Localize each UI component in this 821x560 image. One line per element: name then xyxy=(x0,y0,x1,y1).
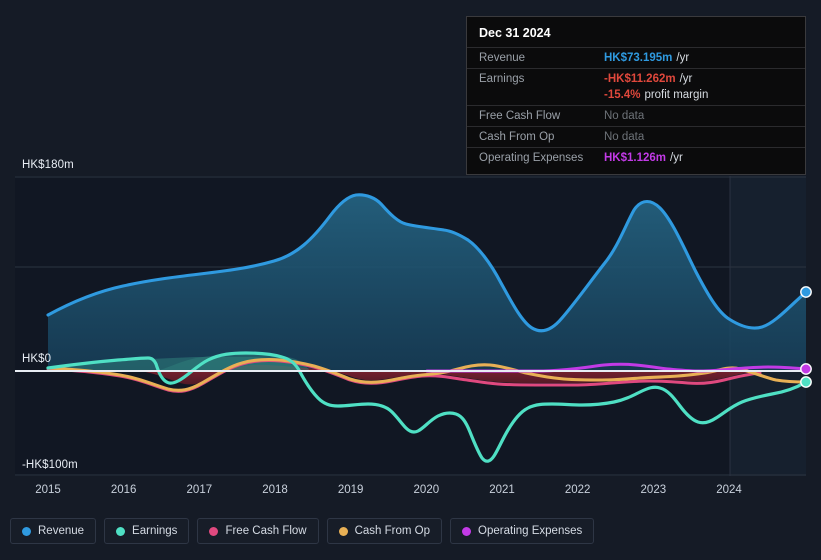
x-axis-tick-2015: 2015 xyxy=(35,484,61,496)
tooltip-row-amount: No data xyxy=(604,131,645,143)
legend-item-free-cash-flow[interactable]: Free Cash Flow xyxy=(197,518,319,544)
tooltip-row-amount: HK$1.126m xyxy=(604,152,667,164)
x-axis-tick-2021: 2021 xyxy=(489,484,515,496)
cash-from-op-line xyxy=(46,357,806,392)
tooltip-row-amount: -HK$11.262m xyxy=(604,73,676,85)
tooltip-row-key: Free Cash Flow xyxy=(479,110,561,122)
x-axis-tick-2019: 2019 xyxy=(337,484,364,496)
tooltip-row-unit: /yr xyxy=(676,52,690,64)
x-axis-tick-2024: 2024 xyxy=(716,484,742,496)
legend-item-cash-from-op[interactable]: Cash From Op xyxy=(326,518,443,544)
y-axis-zero-label: HK$0 xyxy=(22,353,52,365)
legend-color-dot-icon xyxy=(116,526,126,536)
x-axis: 2015 2016 2017 2018 2019 2020 2021 2022 2023 2024 xyxy=(0,484,821,502)
chart-legend[interactable]: Revenue Earnings Free Cash Flow Cash From O… xyxy=(10,518,595,544)
earnings-line xyxy=(46,351,806,463)
legend-color-dot-icon xyxy=(209,526,219,536)
tooltip-row: Operating Expenses HK$1.126m/yr xyxy=(467,147,805,168)
tooltip-row-unit: /yr xyxy=(670,152,683,164)
x-axis-tick-2018: 2018 xyxy=(262,484,288,496)
revenue-line xyxy=(46,193,806,333)
tooltip-rows: Revenue HK$73.195m/yr Earnings -HK$11.262m /… xyxy=(467,47,805,168)
chart-svg xyxy=(15,176,812,476)
legend-color-dot-icon xyxy=(22,526,31,536)
chart-canvas[interactable]: HK$180m HK$0 -HK$100m 2015 2016 2017 2018 20… xyxy=(0,0,821,505)
tooltip-row-value: -15.4% profit margin xyxy=(604,89,708,101)
x-axis-tick-2022: 2022 xyxy=(564,484,591,496)
tooltip-row-amount: -15.4% xyxy=(604,89,641,101)
tooltip-row-amount: No data xyxy=(604,110,645,122)
x-axis-tick-2020: 2020 xyxy=(413,484,440,496)
legend-item-earnings[interactable]: Earnings xyxy=(104,518,190,544)
legend-item-label: Earnings xyxy=(132,525,178,537)
legend-item-label: Cash From Op xyxy=(354,525,431,537)
tooltip-row-unit: /yr xyxy=(679,73,693,85)
revenue-endpoint-marker xyxy=(800,286,812,298)
tooltip-row-value: HK$1.126m/yr xyxy=(604,152,683,164)
tooltip-row: Cash From Op No data xyxy=(467,126,805,147)
tooltip-row-key: Earnings xyxy=(479,73,525,85)
legend-item-label: Operating Expenses xyxy=(478,525,583,537)
legend-color-dot-icon xyxy=(462,526,472,536)
legend-item-label: Revenue xyxy=(38,525,85,537)
tooltip-row-value: HK$73.195m/yr xyxy=(604,52,689,64)
earnings-endpoint-marker xyxy=(800,376,812,388)
tooltip-row-key: Revenue xyxy=(479,52,526,64)
x-axis-tick-2017: 2017 xyxy=(186,484,213,496)
tooltip-row: Revenue HK$73.195m/yr xyxy=(467,47,805,68)
data-tooltip: Dec 31 2024 Revenue HK$73.195m/yr Earnings… xyxy=(466,16,806,175)
tooltip-row: Earnings -HK$11.262m/yr xyxy=(467,68,805,89)
x-axis-tick-2016: 2016 xyxy=(110,484,137,496)
endpoint-markers xyxy=(800,286,812,388)
operating-expenses-endpoint-marker xyxy=(800,363,812,375)
legend-item-label: Free Cash Flow xyxy=(225,525,307,537)
legend-color-dot-icon xyxy=(338,526,348,536)
legend-item-revenue[interactable]: Revenue xyxy=(10,518,97,544)
tooltip-row-unit: profit margin xyxy=(644,89,709,101)
tooltip-row-value: No data xyxy=(604,131,644,143)
tooltip-row-value: -HK$11.262m/yr xyxy=(604,73,692,85)
tooltip-row-value: No data xyxy=(604,110,644,122)
x-axis-tick-2023: 2023 xyxy=(640,484,667,496)
tooltip-date: Dec 31 2024 xyxy=(479,26,551,40)
y-axis-top-label: HK$180m xyxy=(22,159,74,171)
tooltip-row-amount: HK$73.195m xyxy=(604,52,673,64)
tooltip-row: -15.4% profit margin xyxy=(467,89,805,105)
y-axis-bottom-label: -HK$100m xyxy=(22,459,78,471)
tooltip-row-key: Cash From Op xyxy=(479,131,555,143)
tooltip-row-key: Operating Expenses xyxy=(479,152,584,164)
revenue-area xyxy=(48,194,806,371)
tooltip-row: Free Cash Flow No data xyxy=(467,105,805,126)
legend-item-operating-expenses[interactable]: Operating Expenses xyxy=(450,518,595,544)
